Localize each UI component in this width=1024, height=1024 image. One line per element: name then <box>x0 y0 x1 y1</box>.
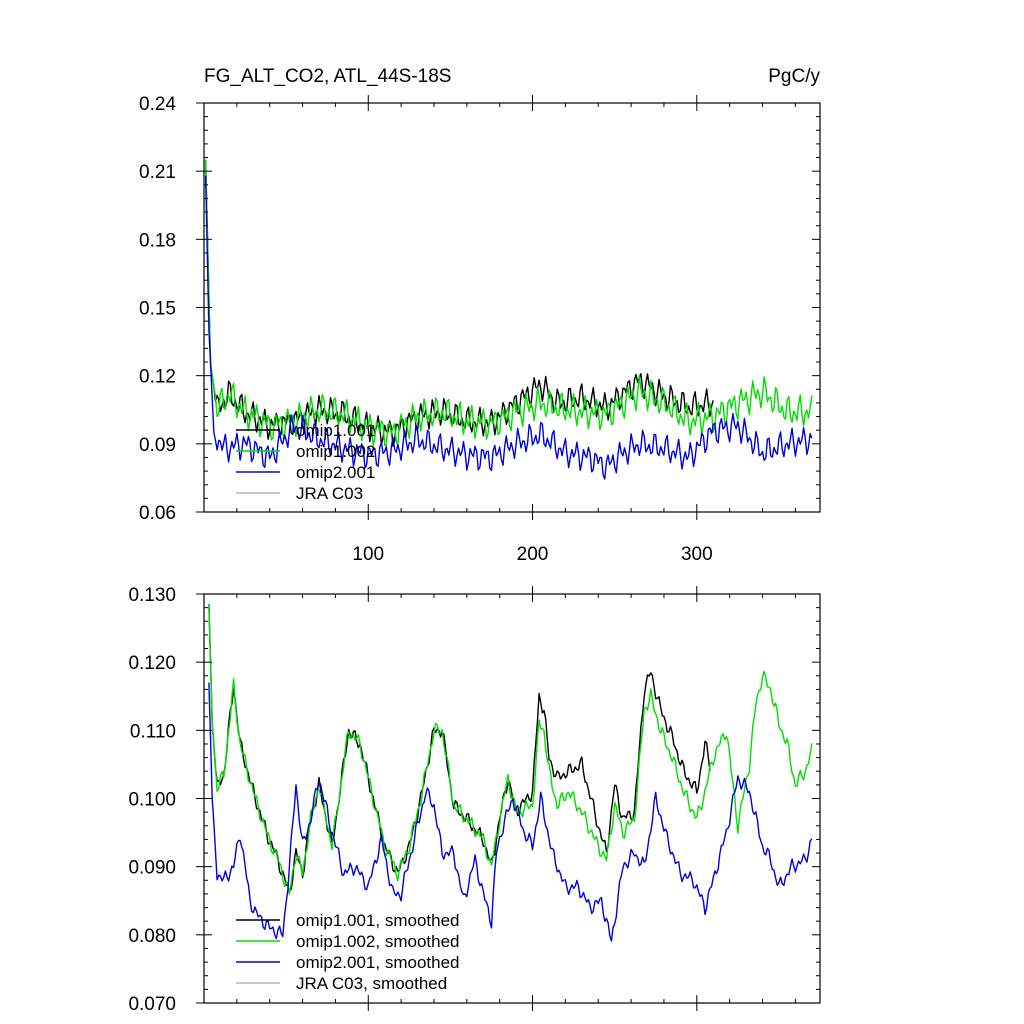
y-tick-label: 0.100 <box>128 790 176 811</box>
top-chart: FG_ALT_CO2, ATL_44S-18S PgC/y 0.060.090.… <box>139 66 821 565</box>
axis-ticks: 0.06 0.09 0.12 0.15 0.18 0.21 0.24 100 200 300 <box>139 94 820 565</box>
plot-frame <box>203 102 821 513</box>
series-line-omip1-001-smoothed <box>208 604 711 892</box>
legend-label: JRA C03 <box>296 484 363 503</box>
legend: omip1.001, smoothed omip1.002, smoothed om… <box>236 911 460 993</box>
y-tick-label: 0.24 <box>139 94 176 115</box>
x-tick-label: 300 <box>681 544 713 565</box>
legend-label: JRA C03, smoothed <box>296 974 447 993</box>
legend-label: omip1.001, smoothed <box>296 911 460 930</box>
y-tick-label: 0.120 <box>128 653 176 674</box>
legend-label: omip1.002, smoothed <box>296 932 460 951</box>
y-tick-label: 0.070 <box>128 994 176 1015</box>
x-tick-label: 200 <box>517 544 549 565</box>
legend-label: omip1.002 <box>296 442 375 461</box>
y-tick-label: 0.09 <box>139 435 176 456</box>
chart-title: FG_ALT_CO2, ATL_44S-18S <box>204 66 451 87</box>
x-tick-label: 100 <box>352 544 384 565</box>
legend-label: omip2.001 <box>296 463 375 482</box>
series-line-omip1-002 <box>204 159 813 446</box>
axis-ticks: 0.070 0.080 0.090 0.100 0.110 0.120 0.130 <box>128 585 820 1015</box>
y-tick-label: 0.090 <box>128 858 176 879</box>
units-label: PgC/y <box>768 66 820 87</box>
series-line-omip1-002-smoothed <box>208 604 813 895</box>
y-tick-label: 0.21 <box>139 162 176 183</box>
y-tick-label: 0.110 <box>130 721 176 742</box>
plot-frame <box>203 593 821 1004</box>
legend-label: omip1.001 <box>296 421 375 440</box>
series-line-omip2-001-smoothed <box>208 682 813 942</box>
y-tick-label: 0.15 <box>139 299 176 320</box>
legend-label: omip2.001, smoothed <box>296 953 460 972</box>
legend: omip1.001 omip1.002 omip2.001 JRA C03 <box>236 421 375 503</box>
y-tick-label: 0.18 <box>139 230 176 251</box>
y-tick-label: 0.06 <box>139 503 176 524</box>
series-line-omip2-001 <box>204 175 813 480</box>
series-lines <box>204 159 813 480</box>
y-tick-label: 0.130 <box>128 585 176 606</box>
bottom-chart: 0.070 0.080 0.090 0.100 0.110 0.120 0.130 omip… <box>128 585 821 1015</box>
series-lines <box>208 604 813 942</box>
y-tick-label: 0.080 <box>128 926 176 947</box>
y-tick-label: 0.12 <box>139 367 176 388</box>
